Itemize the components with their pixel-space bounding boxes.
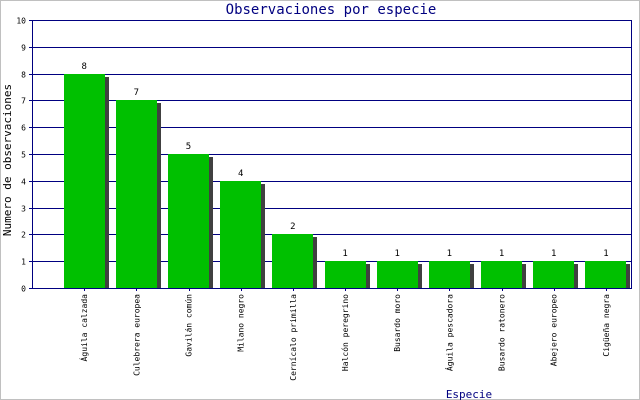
x-category-label: Abejero europeo: [550, 294, 559, 366]
y-tick-label: 2: [21, 231, 26, 240]
x-tick-labels: Águila calzada Culebrera europea Gavilán c…: [78, 288, 611, 381]
x-category-label: Cigüeña negra: [602, 294, 611, 357]
bar-value-label: 4: [238, 169, 243, 179]
y-tick-label: 4: [21, 178, 26, 187]
y-tick-label: 10: [16, 17, 26, 26]
x-category-label: Halcón peregrino: [340, 294, 350, 371]
bar: [116, 100, 157, 288]
y-tick-label: 3: [21, 205, 26, 214]
y-tick-label: 6: [21, 124, 26, 133]
x-category-label: Busardo moro: [393, 294, 402, 352]
bar: [220, 181, 261, 288]
bars: [64, 74, 630, 288]
bar-value-label: 7: [134, 88, 139, 98]
bar-value-label: 2: [290, 222, 295, 232]
x-axis-label: Especie: [446, 388, 492, 400]
bar: [272, 234, 313, 288]
bar: [325, 261, 366, 288]
bar: [377, 261, 418, 288]
y-tick-label: 8: [21, 71, 26, 80]
data-labels: 8 7 5 4 2 1 1 1 1 1 1: [81, 62, 608, 259]
y-tick-label: 5: [21, 151, 26, 160]
x-category-label: Culebrera europea: [132, 294, 141, 376]
axes: [32, 20, 632, 289]
x-category-label: Milano negro: [237, 294, 246, 352]
x-category-label: Águila calzada: [78, 294, 89, 362]
bar-value-label: 1: [603, 249, 608, 259]
bar-value-label: 5: [186, 142, 191, 152]
bar: [168, 154, 209, 288]
bar-value-label: 1: [447, 249, 452, 259]
bar-value-label: 1: [342, 249, 347, 259]
y-tick-label: 7: [21, 97, 26, 106]
bar-value-label: 1: [499, 249, 504, 259]
bar: [64, 74, 105, 288]
chart-title: Observaciones por especie: [226, 2, 437, 18]
bar: [533, 261, 574, 288]
y-tick-label: 0: [21, 285, 26, 294]
bar-value-label: 8: [81, 62, 86, 72]
y-tick-label: 9: [21, 44, 26, 53]
x-category-label: Gavilán común: [185, 294, 194, 357]
bar: [585, 261, 626, 288]
y-tick-label: 1: [21, 258, 26, 267]
bar-value-label: 1: [551, 249, 556, 259]
x-category-label: Águila pescadora: [443, 294, 454, 371]
bar: [429, 261, 470, 288]
x-category-label: Busardo ratonero: [498, 294, 507, 371]
y-axis-label: Numero de observaciones: [1, 84, 14, 236]
y-tick-labels: 0 1 2 3 4 5 6 7 8 9 10: [16, 17, 32, 294]
bar: [481, 261, 522, 288]
bar-value-label: 1: [395, 249, 400, 259]
x-category-label: Cernícalo primilla: [289, 294, 298, 381]
